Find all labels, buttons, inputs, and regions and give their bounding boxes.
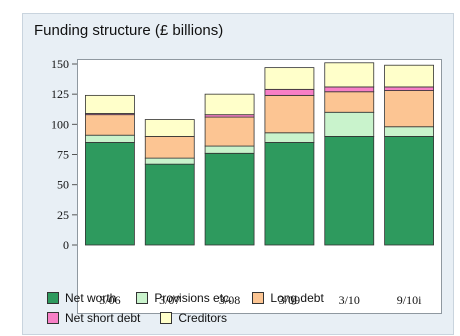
- bar-segment: [85, 142, 135, 246]
- y-tick-label: 25: [57, 208, 69, 222]
- bar-segment: [324, 111, 375, 137]
- legend-item: Net worth: [47, 291, 116, 305]
- legend-swatch: [47, 312, 59, 324]
- bar-segment: [85, 114, 135, 136]
- bar-segment: [85, 94, 135, 114]
- y-tick-label: 0: [63, 238, 69, 252]
- y-tick-label: 150: [51, 57, 69, 71]
- legend-label: Long debt: [270, 291, 324, 305]
- x-tick-label: 3/09: [279, 293, 300, 307]
- legend-item: Long debt: [252, 291, 324, 305]
- chart-title: Funding structure (£ billions): [34, 22, 224, 39]
- bar-segment: [324, 136, 375, 246]
- legend-item: Provisions etc.: [136, 291, 232, 305]
- bar-segment: [204, 152, 255, 246]
- bar-segment: [144, 119, 195, 137]
- legend-row: Net short debt Creditors: [47, 308, 447, 328]
- bar-segment: [204, 93, 255, 116]
- y-tick-label: 50: [57, 178, 69, 192]
- bar-segment: [144, 163, 195, 246]
- legend-swatch: [252, 292, 265, 304]
- bar-segment: [384, 86, 434, 91]
- legend-swatch: [160, 312, 173, 324]
- bar-segment: [204, 145, 255, 154]
- legend-swatch: [47, 292, 59, 304]
- chart-panel: Funding structure (£ billions) 0 25 50 75 10…: [22, 13, 454, 335]
- bar-stack: [384, 64, 434, 246]
- bar-segment: [384, 126, 434, 137]
- bar-stack: [85, 94, 135, 246]
- bar-segment: [264, 88, 315, 96]
- legend-swatch: [136, 292, 149, 304]
- bar-stack: [324, 62, 375, 246]
- legend-item: Net short debt: [47, 311, 140, 325]
- bar-segment: [264, 67, 315, 90]
- bar-segment: [144, 157, 195, 165]
- legend-label: Net short debt: [65, 311, 141, 325]
- bar-segment: [384, 90, 434, 128]
- x-tick-label: 3/06: [99, 293, 120, 307]
- bar-segment: [85, 134, 135, 143]
- bar-segment: [384, 136, 434, 246]
- bar-segment: [324, 91, 375, 113]
- bar-segment: [204, 116, 255, 147]
- y-tick-label: 75: [57, 148, 69, 162]
- bar-segment: [324, 86, 375, 93]
- bar-segment: [264, 132, 315, 143]
- x-tick-label: 3/08: [219, 293, 240, 307]
- y-tick-label: 100: [51, 117, 69, 131]
- bar-segment: [324, 62, 375, 88]
- bar-stack: [204, 93, 255, 246]
- bar-segment: [264, 94, 315, 134]
- plot-area: [77, 59, 442, 314]
- x-tick-label: 9/10i: [397, 293, 422, 307]
- legend: Net worth Provisions etc. Long debt Net sho…: [47, 288, 447, 328]
- bar-stack: [264, 67, 315, 246]
- bar-segment: [384, 64, 434, 88]
- legend-row: Net worth Provisions etc. Long debt: [47, 288, 447, 308]
- chart-svg: 0 25 50 75 100 125 150 3/06 3/07 3/08 3/09 3/10 9/10…: [51, 57, 434, 307]
- legend-label: Provisions etc.: [154, 291, 233, 305]
- x-tick-label: 3/10: [339, 293, 360, 307]
- bar-stack: [144, 119, 195, 246]
- legend-item: Creditors: [160, 311, 227, 325]
- bar-segment: [144, 136, 195, 159]
- x-tick-label: 3/07: [159, 293, 180, 307]
- bar-segment: [264, 142, 315, 246]
- legend-label: Creditors: [178, 311, 228, 325]
- legend-label: Net worth: [65, 291, 117, 305]
- y-tick-label: 125: [51, 87, 69, 101]
